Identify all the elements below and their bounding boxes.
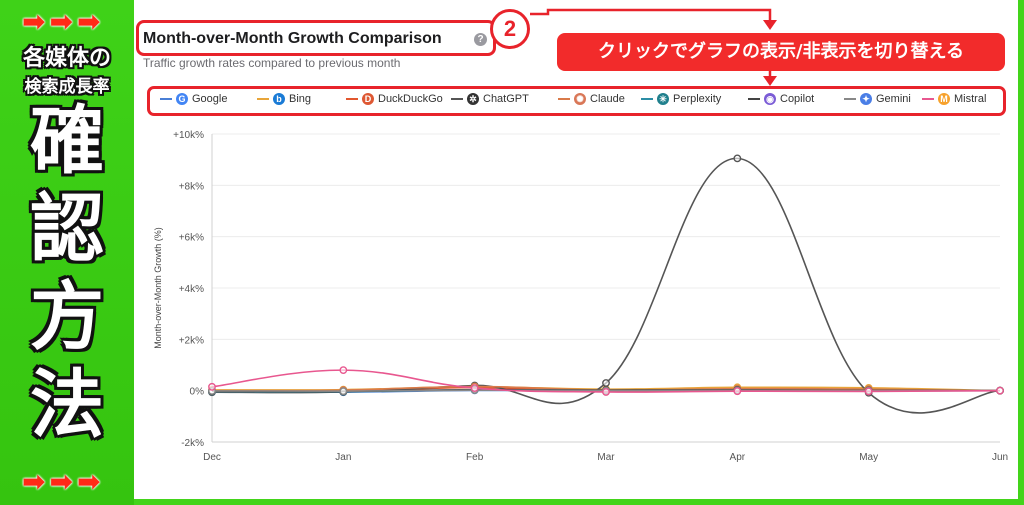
- legend-item-bing[interactable]: b Bing: [257, 93, 311, 109]
- data-point-mistral: [208, 382, 216, 391]
- copilot-icon: ◉: [764, 93, 776, 106]
- x-tick-label: Feb: [466, 452, 484, 463]
- sidebar-heading: 各媒体の: [22, 46, 111, 71]
- legend-label: Claude: [590, 93, 625, 106]
- legend-label: Copilot: [780, 93, 815, 106]
- sidebar-char: 確: [30, 98, 104, 184]
- claude-icon: ✺: [574, 93, 586, 106]
- x-tick-label: Apr: [730, 452, 746, 463]
- legend-label: Perplexity: [673, 93, 722, 106]
- sidebar-char: 法: [30, 362, 104, 448]
- legend-line-swatch: [257, 98, 269, 101]
- line-chart: -2k% 0% +2k% +4k% +6k% +8k% +10k% Dec Jan Feb Mar A…: [153, 130, 1008, 463]
- data-point-mistral: [470, 384, 479, 392]
- gemini-icon: ✦: [860, 93, 872, 106]
- data-point-mistral: [602, 388, 610, 396]
- legend-item-google[interactable]: G Google: [160, 93, 227, 109]
- mistral-icon: M: [938, 93, 950, 106]
- y-tick-label: +6k%: [179, 233, 204, 244]
- legend-label: Gemini: [876, 93, 911, 106]
- data-point-mistral: [733, 387, 742, 396]
- chart-subtitle: Traffic growth rates compared to previou…: [143, 56, 401, 70]
- google-icon: G: [176, 93, 188, 106]
- legend-item-mistral[interactable]: M Mistral: [922, 93, 986, 109]
- y-tick-label: 0%: [190, 387, 205, 398]
- legend-item-chatgpt[interactable]: ✲ ChatGPT: [451, 93, 529, 109]
- legend-line-swatch: [346, 98, 358, 101]
- chatgpt-icon: ✲: [467, 93, 479, 106]
- x-tick-label: Mar: [597, 452, 615, 463]
- perplexity-icon: ✳: [657, 93, 669, 106]
- legend-label: Bing: [289, 93, 312, 106]
- x-tick-label: May: [859, 452, 878, 463]
- bing-icon: b: [273, 93, 285, 106]
- arrow-right-icon: ➡: [22, 465, 46, 498]
- x-tick-label: Dec: [203, 452, 221, 463]
- legend-line-swatch: [922, 98, 934, 101]
- y-tick-label: +2k%: [179, 335, 204, 346]
- arrow-right-icon: ➡: [76, 5, 101, 38]
- duckduckgo-icon: D: [362, 93, 374, 106]
- data-point-mistral: [996, 386, 1004, 395]
- legend-line-swatch: [844, 98, 856, 101]
- legend-line-swatch: [558, 98, 570, 101]
- legend-line-swatch: [641, 98, 653, 101]
- legend-highlight-box: [147, 86, 1006, 116]
- data-point-mistral: [864, 387, 873, 396]
- arrow-right-icon: ➡: [76, 465, 101, 498]
- data-point-chatgpt: [733, 154, 742, 163]
- series-line-chatgpt: [211, 157, 1001, 414]
- chart-panel: [134, 0, 1018, 499]
- data-point-gemini: [339, 387, 348, 396]
- legend-item-perplexity[interactable]: ✳ Perplexity: [641, 93, 721, 109]
- sidebar-char: 方: [30, 274, 104, 360]
- data-point-mistral: [339, 366, 348, 375]
- y-tick-label: +8k%: [179, 181, 204, 192]
- chart-legend: G Google b Bing D DuckDuckGo ✲ ChatGPT ✺ Claude ✳ P…: [160, 93, 1000, 109]
- x-tick-label: Jun: [992, 452, 1008, 463]
- legend-item-gemini[interactable]: ✦ Gemini: [844, 93, 911, 109]
- legend-line-swatch: [451, 98, 463, 101]
- legend-line-swatch: [748, 98, 760, 101]
- top-arrows: ➡ ➡ ➡: [22, 8, 100, 36]
- legend-label: Mistral: [954, 93, 987, 106]
- arrow-right-icon: ➡: [49, 5, 73, 38]
- sidebar-subheading: 検索成長率: [24, 77, 110, 97]
- arrow-right-icon: ➡: [49, 465, 73, 498]
- sidebar-char: 認: [30, 186, 104, 272]
- x-tick-label: Jan: [335, 452, 351, 463]
- data-point-chatgpt: [602, 379, 610, 387]
- legend-label: DuckDuckGo: [378, 93, 443, 106]
- legend-item-copilot[interactable]: ◉ Copilot: [748, 93, 814, 109]
- legend-item-duckduckgo[interactable]: D DuckDuckGo: [346, 93, 443, 109]
- sidebar-banner: ➡ ➡ ➡ 各媒体の 検索成長率 確 認 方 法 ➡ ➡ ➡: [0, 0, 134, 505]
- bottom-arrows: ➡ ➡ ➡: [22, 468, 100, 496]
- legend-label: ChatGPT: [483, 93, 529, 106]
- arrow-right-icon: ➡: [22, 5, 46, 38]
- toggle-hint-callout: クリックでグラフの表示/非表示を切り替える: [557, 33, 1005, 71]
- y-axis-label: Month-over-Month Growth (%): [153, 227, 163, 349]
- legend-item-claude[interactable]: ✺ Claude: [558, 93, 625, 109]
- legend-line-swatch: [160, 98, 172, 101]
- chart-title: Month-over-Month Growth Comparison: [143, 30, 442, 47]
- y-tick-label: +10k%: [173, 130, 204, 141]
- y-tick-label: -2k%: [181, 438, 204, 449]
- step-number-badge: 2: [490, 9, 530, 49]
- legend-label: Google: [192, 93, 228, 106]
- y-tick-label: +4k%: [179, 284, 204, 295]
- help-icon[interactable]: ?: [474, 33, 487, 46]
